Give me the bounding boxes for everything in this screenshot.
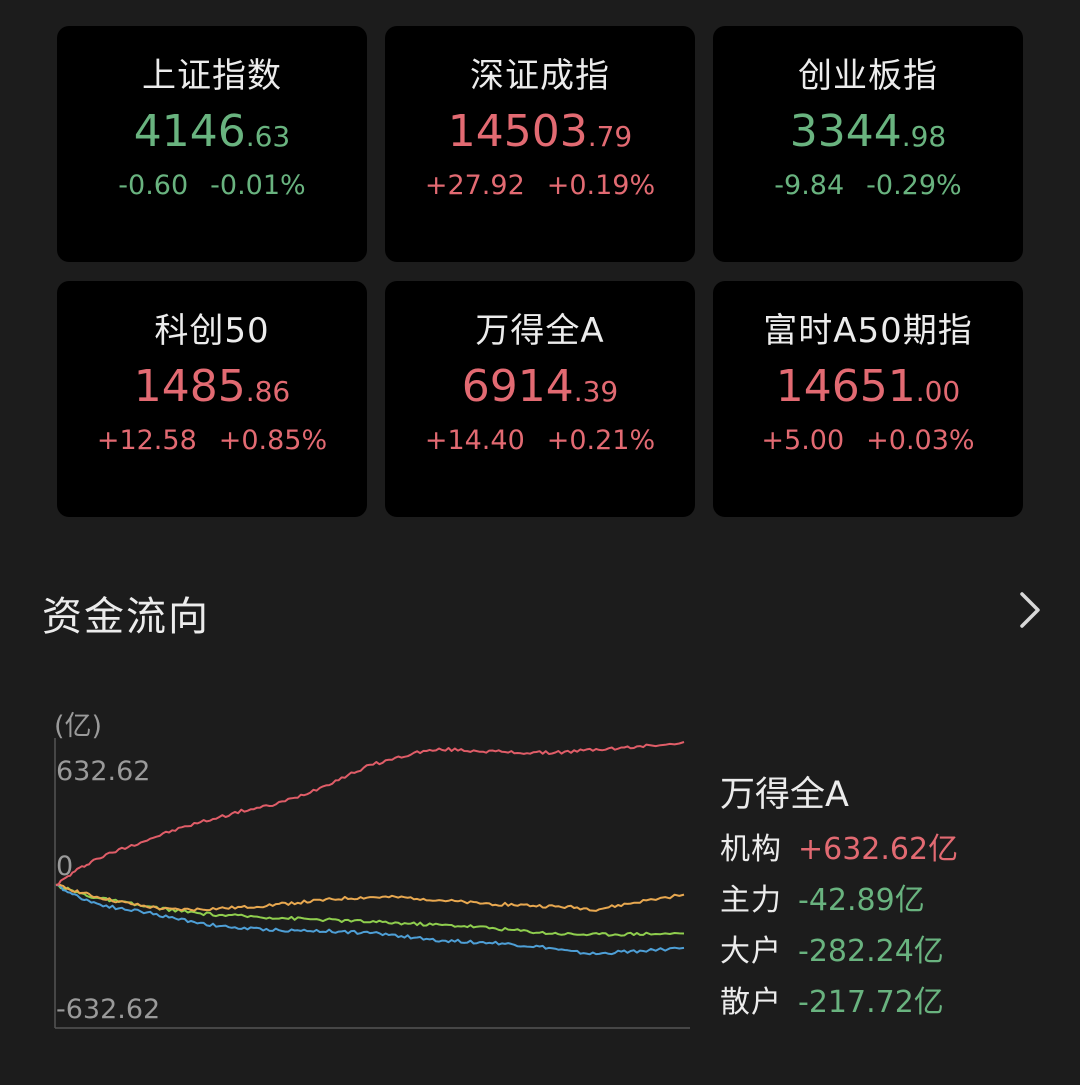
- index-change: -9.84 -0.29%: [774, 170, 962, 201]
- index-name: 万得全A: [475, 311, 605, 351]
- index-value: 6914.39: [461, 361, 619, 412]
- index-card[interactable]: 创业板指 3344.98 -9.84 -0.29%: [713, 26, 1023, 262]
- index-card[interactable]: 富时A50期指 14651.00 +5.00 +0.03%: [713, 281, 1023, 517]
- y-zero-label: 0: [56, 851, 74, 882]
- index-value: 4146.63: [133, 106, 291, 157]
- index-name: 创业板指: [798, 56, 938, 96]
- index-value: 14651.00: [775, 361, 961, 412]
- index-change: +14.40 +0.21%: [424, 425, 656, 456]
- index-change: +27.92 +0.19%: [424, 170, 656, 201]
- index-card[interactable]: 科创50 1485.86 +12.58 +0.85%: [57, 281, 367, 517]
- chart-unit-label: (亿): [54, 711, 103, 742]
- index-change: +12.58 +0.85%: [96, 425, 328, 456]
- index-value: 3344.98: [789, 106, 947, 157]
- legend-item: 大户 -282.24亿: [720, 934, 944, 969]
- y-max-label: 632.62: [56, 756, 151, 787]
- series-line-机构: [55, 741, 685, 886]
- index-change: +5.00 +0.03%: [761, 425, 975, 456]
- index-name: 富时A50期指: [763, 311, 973, 351]
- index-change: -0.60 -0.01%: [118, 170, 306, 201]
- index-name: 深证成指: [470, 56, 610, 96]
- index-card[interactable]: 万得全A 6914.39 +14.40 +0.21%: [385, 281, 695, 517]
- legend-item: 主力 -42.89亿: [720, 883, 925, 918]
- legend-title: 万得全A: [720, 775, 849, 815]
- series-line-大户: [55, 884, 685, 956]
- index-card[interactable]: 深证成指 14503.79 +27.92 +0.19%: [385, 26, 695, 262]
- y-min-label: -632.62: [56, 994, 161, 1025]
- index-card[interactable]: 上证指数 4146.63 -0.60 -0.01%: [57, 26, 367, 262]
- index-value: 1485.86: [133, 361, 291, 412]
- chevron-right-icon[interactable]: [1012, 588, 1048, 632]
- legend-item: 散户 -217.72亿: [720, 985, 944, 1020]
- series-line-主力: [55, 883, 685, 912]
- index-value: 14503.79: [447, 106, 633, 157]
- legend-item: 机构 +632.62亿: [720, 832, 959, 867]
- index-name: 科创50: [154, 311, 270, 351]
- index-name: 上证指数: [142, 56, 282, 96]
- section-title: 资金流向: [42, 594, 210, 640]
